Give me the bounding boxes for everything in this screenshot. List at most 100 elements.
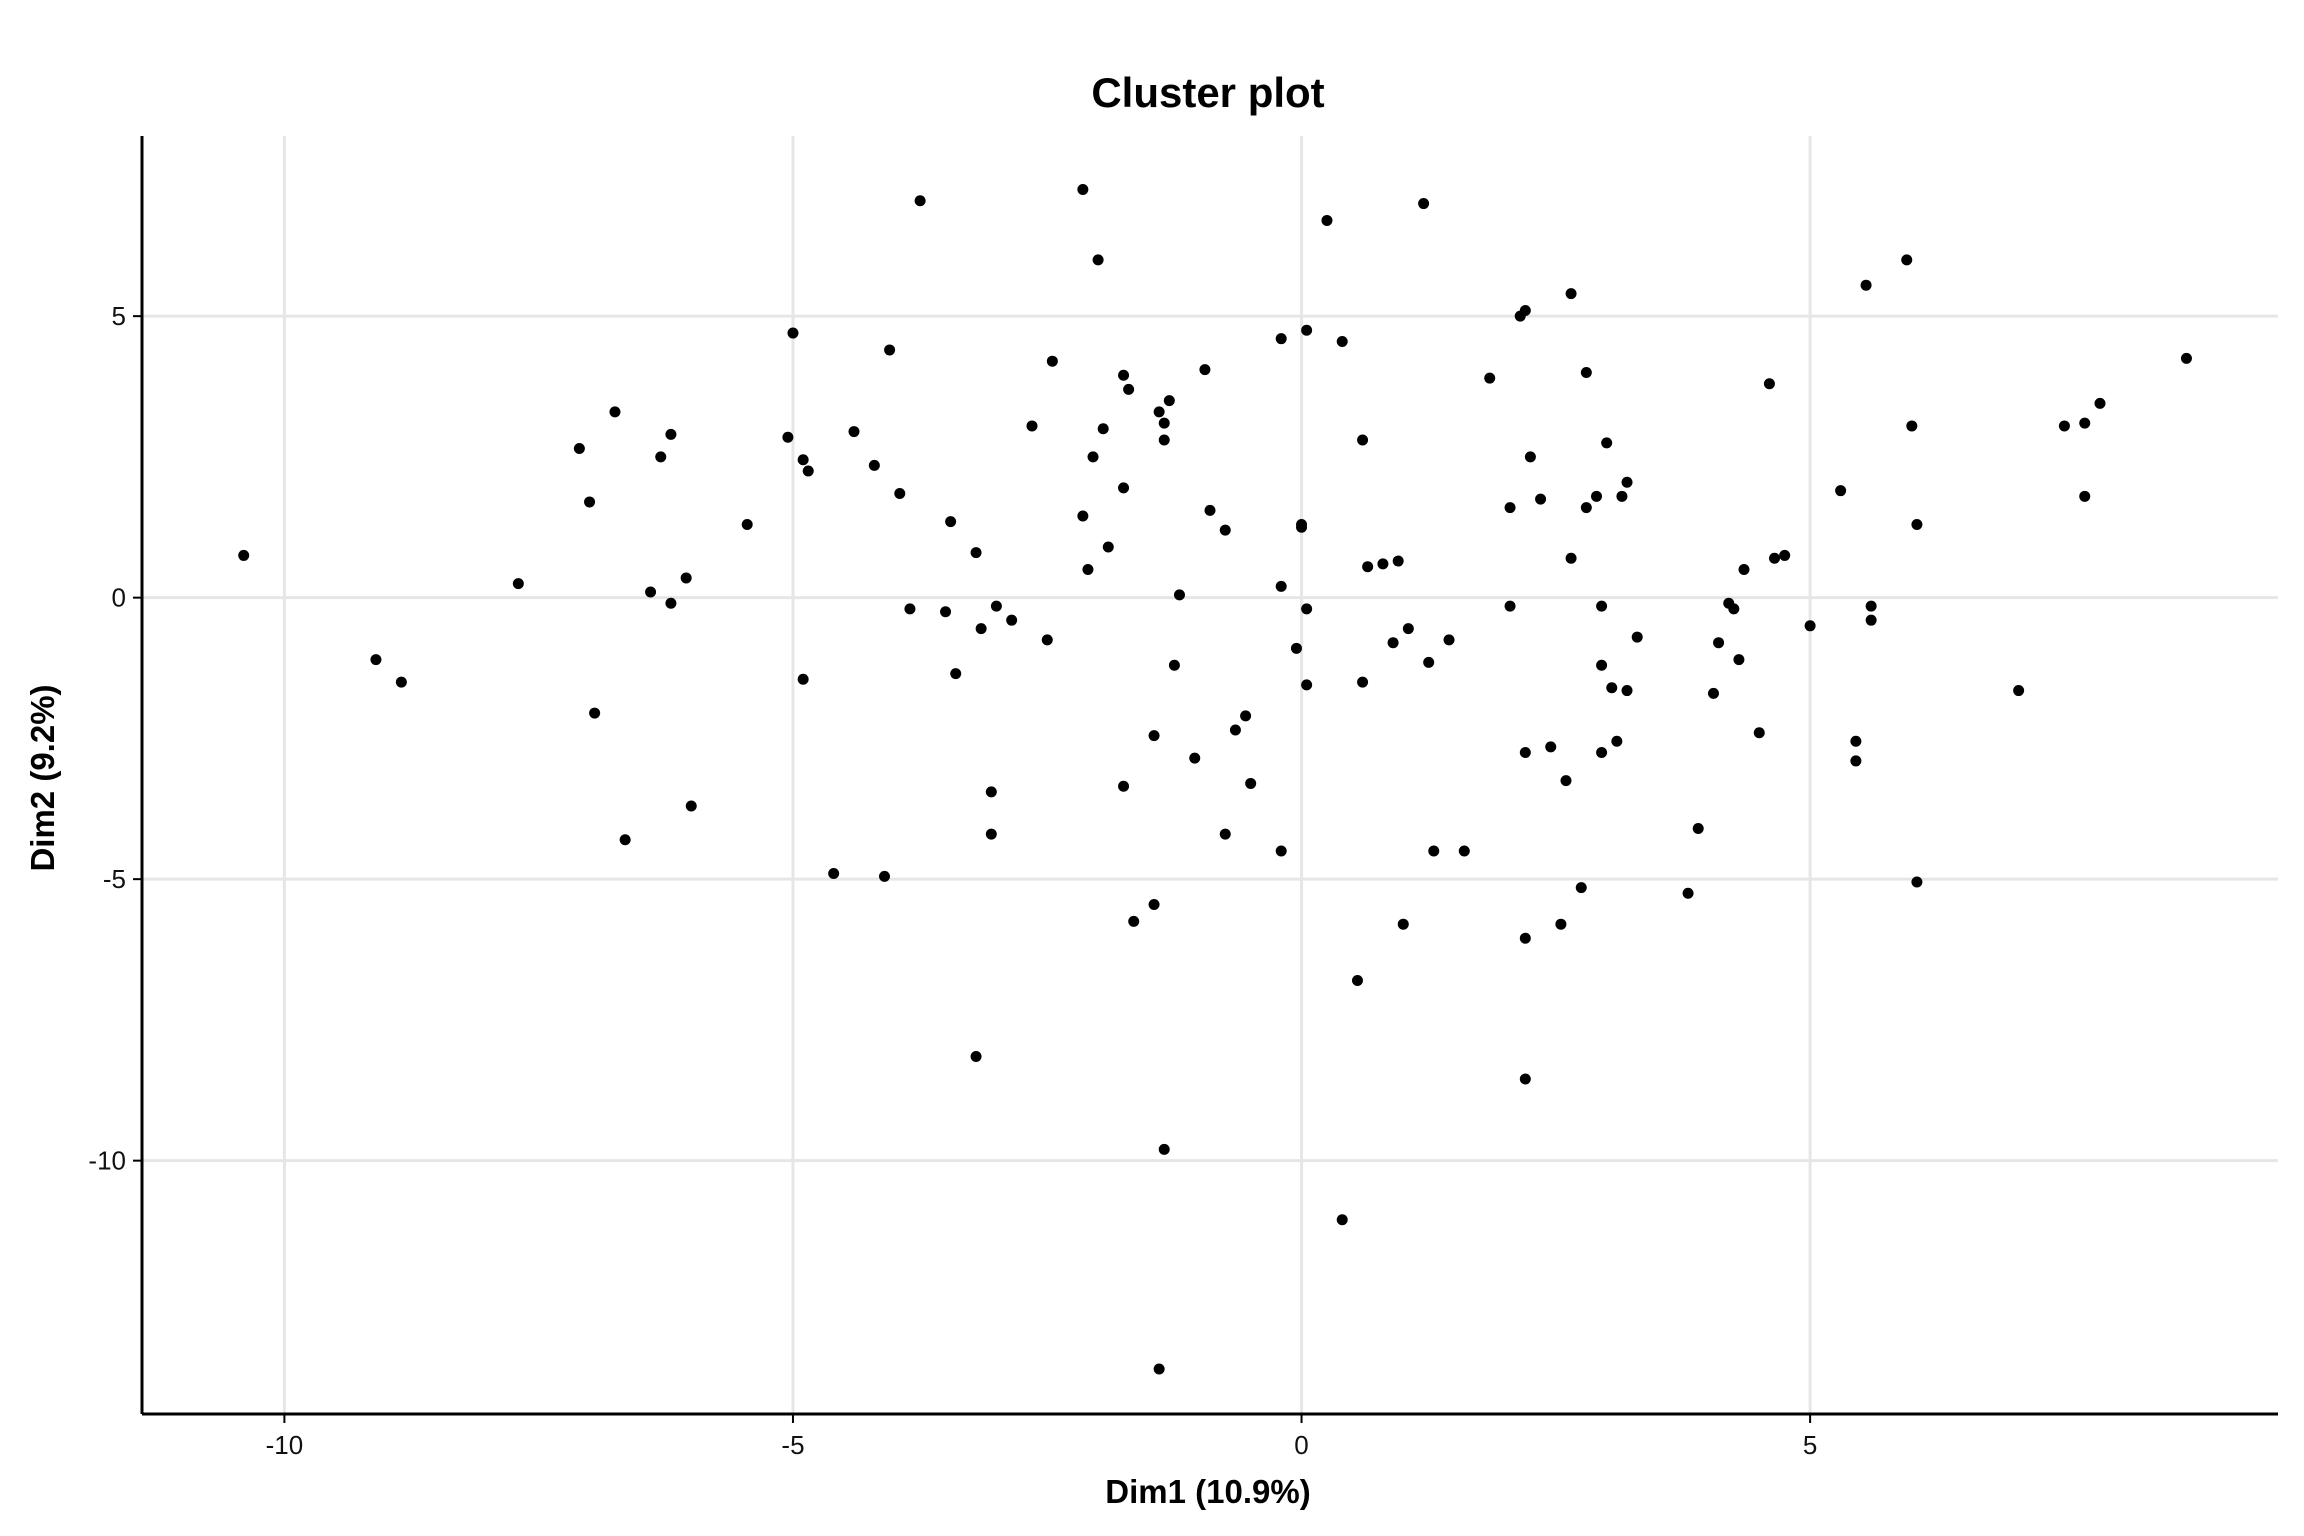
data-point: [1229, 724, 1241, 736]
data-point: [1397, 918, 1409, 930]
data-point: [1301, 603, 1313, 615]
data-point: [1763, 378, 1775, 390]
data-point: [1911, 876, 1923, 888]
data-point: [1275, 333, 1287, 345]
data-point: [1484, 372, 1496, 384]
data-point: [985, 828, 997, 840]
data-point: [945, 516, 957, 528]
data-point: [1296, 521, 1308, 533]
data-point: [1168, 659, 1180, 671]
data-point: [1357, 434, 1369, 446]
data-point: [1290, 642, 1302, 654]
x-tick-label: -5: [781, 1430, 804, 1460]
data-point: [1850, 755, 1862, 767]
data-point: [797, 454, 809, 466]
data-point: [1173, 589, 1185, 601]
data-point: [1240, 710, 1252, 722]
data-point: [741, 518, 753, 530]
y-tick-label: -10: [88, 1146, 126, 1176]
data-point: [1357, 676, 1369, 688]
data-point: [802, 465, 814, 477]
x-tick-label: 5: [1803, 1430, 1817, 1460]
data-point: [1102, 541, 1114, 553]
data-point: [1163, 395, 1175, 407]
data-point: [1611, 735, 1623, 747]
data-point: [1387, 637, 1399, 649]
data-point: [1596, 746, 1608, 758]
data-point: [990, 600, 1002, 612]
data-point: [1123, 383, 1135, 395]
data-point: [1392, 555, 1404, 567]
data-point: [1336, 1214, 1348, 1226]
data-point: [238, 549, 250, 561]
data-point: [1428, 845, 1440, 857]
data-point: [1006, 614, 1018, 626]
y-tick-label: 5: [112, 301, 126, 331]
data-point: [1148, 898, 1160, 910]
data-point: [1565, 552, 1577, 564]
data-point: [1351, 974, 1363, 986]
data-point: [1301, 324, 1313, 336]
data-points: [238, 183, 2192, 1375]
data-point: [884, 344, 896, 356]
data-point: [665, 428, 677, 440]
y-tick-label: 0: [112, 583, 126, 613]
data-point: [914, 195, 926, 207]
data-point: [904, 603, 916, 615]
data-point: [1565, 288, 1577, 300]
data-point: [645, 586, 657, 598]
data-point: [1046, 355, 1058, 367]
data-point: [1601, 437, 1613, 449]
data-point: [1713, 637, 1725, 649]
data-point: [782, 431, 794, 443]
data-point: [1616, 490, 1628, 502]
data-point: [665, 597, 677, 609]
data-point: [1692, 822, 1704, 834]
data-point: [1591, 490, 1603, 502]
data-point: [1199, 364, 1211, 376]
data-point: [2013, 685, 2025, 697]
data-point: [1336, 335, 1348, 347]
data-point: [1621, 476, 1633, 488]
data-point: [680, 572, 692, 584]
data-point: [1596, 600, 1608, 612]
chart-title: Cluster plot: [1091, 69, 1324, 116]
data-point: [1077, 183, 1089, 195]
data-point: [1560, 775, 1572, 787]
data-point: [1158, 417, 1170, 429]
data-point: [940, 606, 952, 618]
data-point: [1082, 564, 1094, 576]
data-point: [1733, 654, 1745, 666]
data-point: [868, 459, 880, 471]
data-point: [1753, 727, 1765, 739]
data-point: [1377, 558, 1389, 570]
data-point: [619, 834, 631, 846]
data-point: [797, 673, 809, 685]
data-point: [894, 488, 906, 500]
data-point: [655, 451, 667, 463]
x-tick-label: -10: [266, 1430, 304, 1460]
data-point: [2094, 397, 2106, 409]
data-point: [970, 1050, 982, 1062]
data-point: [1631, 631, 1643, 643]
data-point: [1519, 746, 1531, 758]
data-point: [1092, 254, 1104, 266]
data-point: [1779, 549, 1791, 561]
data-point: [1362, 561, 1374, 573]
data-point: [970, 547, 982, 559]
data-point: [1504, 502, 1516, 514]
data-point: [2180, 352, 2192, 364]
data-point: [512, 578, 524, 590]
data-point: [848, 426, 860, 438]
data-point: [1026, 420, 1038, 432]
data-point: [1219, 828, 1231, 840]
data-point: [1682, 887, 1694, 899]
data-point: [1153, 406, 1165, 418]
data-point: [1596, 659, 1608, 671]
data-point: [1158, 434, 1170, 446]
data-point: [1835, 485, 1847, 497]
data-point: [1118, 780, 1130, 792]
data-point: [1865, 614, 1877, 626]
data-point: [1535, 493, 1547, 505]
